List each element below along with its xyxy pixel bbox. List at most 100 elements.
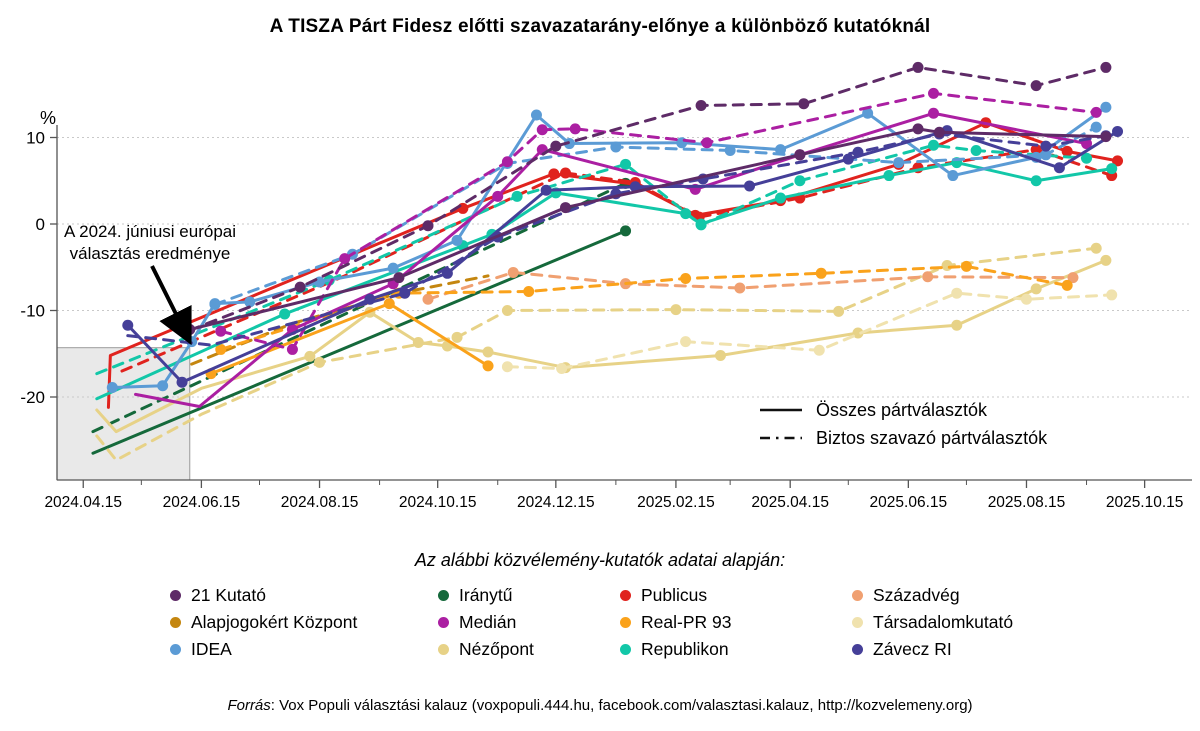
- axes-layer: %10 0 -10 -20 2024.04.15 2024.06.15 2024.08.15…: [20, 108, 1192, 511]
- data-point-marker: [1030, 283, 1042, 295]
- data-point-marker: [244, 296, 256, 308]
- chart-canvas: %10 0 -10 -20 2024.04.15 2024.06.15 2024.08.15…: [20, 61, 1192, 511]
- data-point-marker: [422, 220, 434, 232]
- x-tick-label: 2025.04.15: [751, 494, 829, 511]
- data-point-marker: [304, 350, 316, 362]
- data-point-marker: [387, 262, 399, 274]
- data-point-marker: [734, 282, 746, 294]
- data-point-marker: [680, 272, 692, 284]
- data-point-marker: [1040, 140, 1052, 152]
- data-point-marker: [852, 327, 864, 339]
- legend-item-idea: IDEA: [170, 639, 438, 660]
- series-line-medi-n-solid: [134, 111, 1089, 409]
- data-point-marker: [714, 349, 726, 361]
- legend-item-21-kutat-: 21 Kutató: [170, 585, 438, 606]
- data-point-marker: [422, 293, 434, 305]
- data-point-marker: [560, 167, 572, 179]
- x-tick-label: 2025.10.15: [1106, 494, 1184, 511]
- data-point-marker: [1061, 279, 1073, 291]
- data-point-marker: [724, 144, 736, 156]
- dashed-line-label: Biztos szavazó pártválasztók: [816, 428, 1048, 448]
- x-tick-label: 2025.02.15: [637, 494, 715, 511]
- data-point-marker: [286, 343, 298, 355]
- data-point-marker: [1030, 144, 1042, 156]
- data-point-marker: [912, 61, 924, 73]
- legend-item-sz-zadv-g: Századvég: [852, 585, 1102, 606]
- x-tick-label: 2024.10.15: [399, 494, 477, 511]
- data-point-marker: [1020, 293, 1032, 305]
- data-point-marker: [610, 141, 622, 153]
- source-footer: Forrás: Vox Populi választási kalauz (vo…: [0, 697, 1200, 714]
- data-point-marker: [676, 137, 688, 149]
- legend-item-n-z-pont: Nézőpont: [438, 639, 620, 660]
- annotation-line2: választás eredménye: [70, 244, 231, 263]
- data-point-marker: [794, 175, 806, 187]
- data-point-marker: [1100, 61, 1112, 73]
- data-point-marker: [399, 287, 411, 299]
- data-point-marker: [1100, 131, 1112, 143]
- data-point-marker: [383, 298, 395, 310]
- legend-color-dot: [438, 644, 449, 655]
- annotation-layer: A 2024. júniusi európai választás eredmén…: [64, 222, 236, 346]
- data-point-marker: [393, 272, 405, 284]
- data-point-marker: [701, 137, 713, 149]
- annotation-line1: A 2024. júniusi európai: [64, 222, 236, 241]
- legend-color-dot: [170, 617, 181, 628]
- data-point-marker: [176, 376, 188, 388]
- legend-item-publicus: Publicus: [620, 585, 852, 606]
- data-point-marker: [215, 343, 227, 355]
- x-tick-label: 2024.06.15: [163, 494, 241, 511]
- data-point-marker: [1030, 175, 1042, 187]
- data-point-marker: [1067, 272, 1079, 284]
- data-point-marker: [451, 331, 463, 343]
- legend-color-dot: [852, 644, 863, 655]
- data-point-marker: [970, 144, 982, 156]
- data-point-marker: [550, 140, 562, 152]
- legend-color-dot: [852, 590, 863, 601]
- y-tick-label: 10: [26, 129, 45, 148]
- data-point-marker: [670, 304, 682, 316]
- x-tick-label: 2025.08.15: [988, 494, 1066, 511]
- data-point-marker: [106, 381, 118, 393]
- data-point-marker: [540, 184, 552, 196]
- data-point-marker: [951, 319, 963, 331]
- legend-color-dot: [620, 617, 631, 628]
- legend-item-t-rsadalomkutat-: Társadalomkutató: [852, 612, 1102, 633]
- data-point-marker: [501, 156, 513, 168]
- legend-color-dot: [852, 617, 863, 628]
- legend-color-dot: [438, 617, 449, 628]
- legend-color-dot: [620, 590, 631, 601]
- series-line-ir-nyt--dashed: [91, 181, 628, 434]
- data-point-marker: [215, 325, 227, 337]
- data-point-marker: [279, 308, 291, 320]
- legend-item-label: Republikon: [641, 639, 729, 659]
- data-point-marker: [744, 180, 756, 192]
- gridline-layer: [57, 137, 1192, 398]
- series-line-t-rsadalomkutat--dashed: [505, 291, 1114, 370]
- data-point-marker: [1112, 125, 1124, 137]
- legend-item-label: Závecz RI: [873, 639, 952, 659]
- data-point-marker: [457, 202, 469, 214]
- data-point-marker: [941, 260, 953, 272]
- data-point-marker: [511, 190, 523, 202]
- data-point-marker: [951, 287, 963, 299]
- series-line-sz-zadv-g-dashed: [426, 270, 1075, 301]
- legend-item-label: Társadalomkutató: [873, 612, 1014, 632]
- data-point-marker: [569, 123, 581, 135]
- data-point-marker: [928, 87, 940, 99]
- series-line-n-z-pont-solid: [95, 258, 1108, 434]
- data-point-marker: [523, 285, 535, 297]
- legend-item-ir-nyt-: Iránytű: [438, 585, 620, 606]
- data-point-marker: [933, 126, 945, 138]
- data-point-marker: [556, 362, 568, 374]
- data-point-marker: [507, 266, 519, 278]
- data-point-marker: [530, 109, 542, 121]
- data-point-marker: [922, 271, 934, 283]
- data-point-marker: [928, 139, 940, 151]
- pollster-legend: 21 Kutató Alapjogokért Központ IDEA Iránytű…: [170, 582, 1102, 663]
- data-point-marker: [560, 202, 572, 214]
- x-tick-label: 2024.08.15: [281, 494, 359, 511]
- legend-item-label: Iránytű: [459, 585, 513, 605]
- x-tick-label: 2024.12.15: [517, 494, 595, 511]
- legend-item-real-pr-93: Real-PR 93: [620, 612, 852, 633]
